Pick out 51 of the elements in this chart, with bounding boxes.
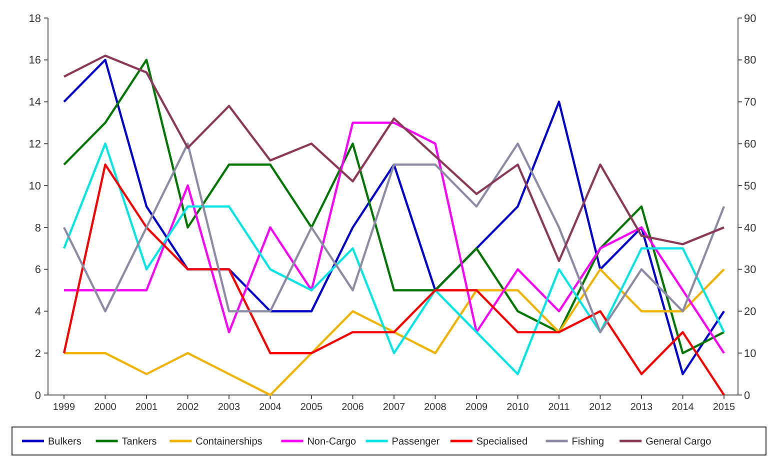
legend-label: Specialised — [476, 436, 528, 448]
y2-tick-label: 50 — [744, 180, 756, 192]
x-tick-label: 2011 — [548, 402, 570, 413]
y2-tick-label: 90 — [744, 12, 756, 25]
x-tick-label: 2006 — [342, 402, 364, 413]
legend-label: General Cargo — [646, 436, 712, 448]
line-series — [62, 54, 726, 262]
x-tick-label: 2009 — [465, 402, 488, 413]
x-tick-label: 2002 — [176, 402, 200, 413]
y2-tick-label: 30 — [744, 264, 756, 276]
y-tick-label: 8 — [34, 222, 41, 234]
x-tick-label: 2010 — [506, 402, 530, 413]
x-tick-label: 2013 — [630, 402, 654, 413]
x-tick-label: 2001 — [135, 402, 158, 413]
x-tick-label: 2015 — [712, 402, 736, 413]
y2-tick-label: 0 — [744, 390, 750, 402]
y-tick-label: 6 — [34, 264, 41, 276]
line-series — [62, 142, 726, 376]
x-tick-label: 2003 — [218, 402, 241, 413]
line-series — [62, 142, 726, 334]
legend-label: Fishing — [572, 436, 604, 448]
y-tick-label: 10 — [28, 180, 41, 192]
y-tick-label: 16 — [28, 54, 41, 67]
y2-tick-label: 70 — [744, 96, 756, 109]
x-tick-label: 2000 — [94, 402, 117, 413]
y-tick-label: 0 — [34, 390, 41, 402]
y-tick-label: 2 — [34, 348, 41, 360]
y2-tick-label: 10 — [744, 348, 756, 360]
line-series — [62, 164, 726, 396]
line-series — [62, 268, 726, 396]
legend-label: Tankers — [122, 436, 157, 448]
x-tick-label: 2014 — [672, 402, 694, 413]
x-tick-label: 2007 — [382, 402, 406, 413]
legend-label: Passenger — [392, 436, 440, 448]
y-tick-label: 4 — [34, 306, 41, 318]
y-tick-label: 12 — [28, 138, 41, 151]
x-tick-label: 1999 — [52, 402, 76, 413]
y2-tick-label: 40 — [744, 222, 756, 234]
legend-label: Non-Cargo — [307, 436, 357, 448]
y2-tick-label: 80 — [744, 54, 756, 67]
line-series — [62, 122, 726, 354]
y-tick-label: 18 — [28, 12, 41, 25]
y2-tick-label: 20 — [744, 306, 756, 318]
x-tick-label: 2008 — [424, 402, 447, 413]
y-tick-label: 14 — [28, 96, 41, 109]
x-tick-label: 2012 — [589, 402, 612, 413]
x-tick-label: 2004 — [259, 402, 282, 413]
y2-tick-label: 60 — [744, 138, 756, 151]
x-tick-label: 2005 — [300, 402, 324, 413]
legend-label: Bulkers — [48, 436, 82, 448]
legend-label: Containerships — [196, 436, 262, 448]
